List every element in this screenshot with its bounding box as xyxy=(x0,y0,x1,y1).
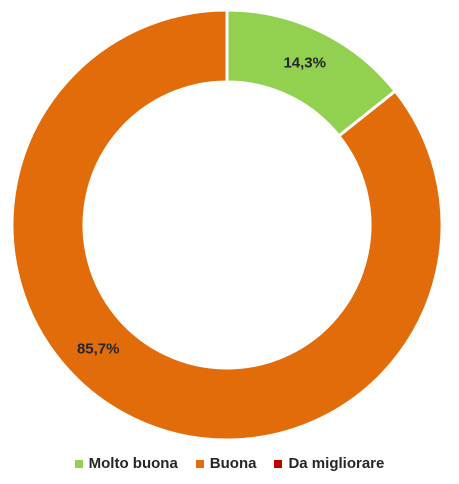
legend-swatch-buona xyxy=(195,459,204,468)
legend-item-buona: Buona xyxy=(195,455,257,472)
data-label-molto-buona: 14,3% xyxy=(283,55,326,72)
data-label-buona: 85,7% xyxy=(77,340,120,357)
legend-label-da-migliorare: Da migliorare xyxy=(288,455,385,472)
legend: Molto buona Buona Da migliorare xyxy=(0,455,459,472)
legend-swatch-molto-buona xyxy=(74,459,83,468)
donut-chart-svg: 14,3% 85,7% xyxy=(10,8,444,442)
legend-item-molto-buona: Molto buona xyxy=(74,455,178,472)
slice-buona xyxy=(10,8,444,442)
legend-label-molto-buona: Molto buona xyxy=(88,455,178,472)
legend-item-da-migliorare: Da migliorare xyxy=(274,455,384,472)
legend-swatch-da-migliorare xyxy=(274,459,283,468)
legend-label-buona: Buona xyxy=(209,455,257,472)
